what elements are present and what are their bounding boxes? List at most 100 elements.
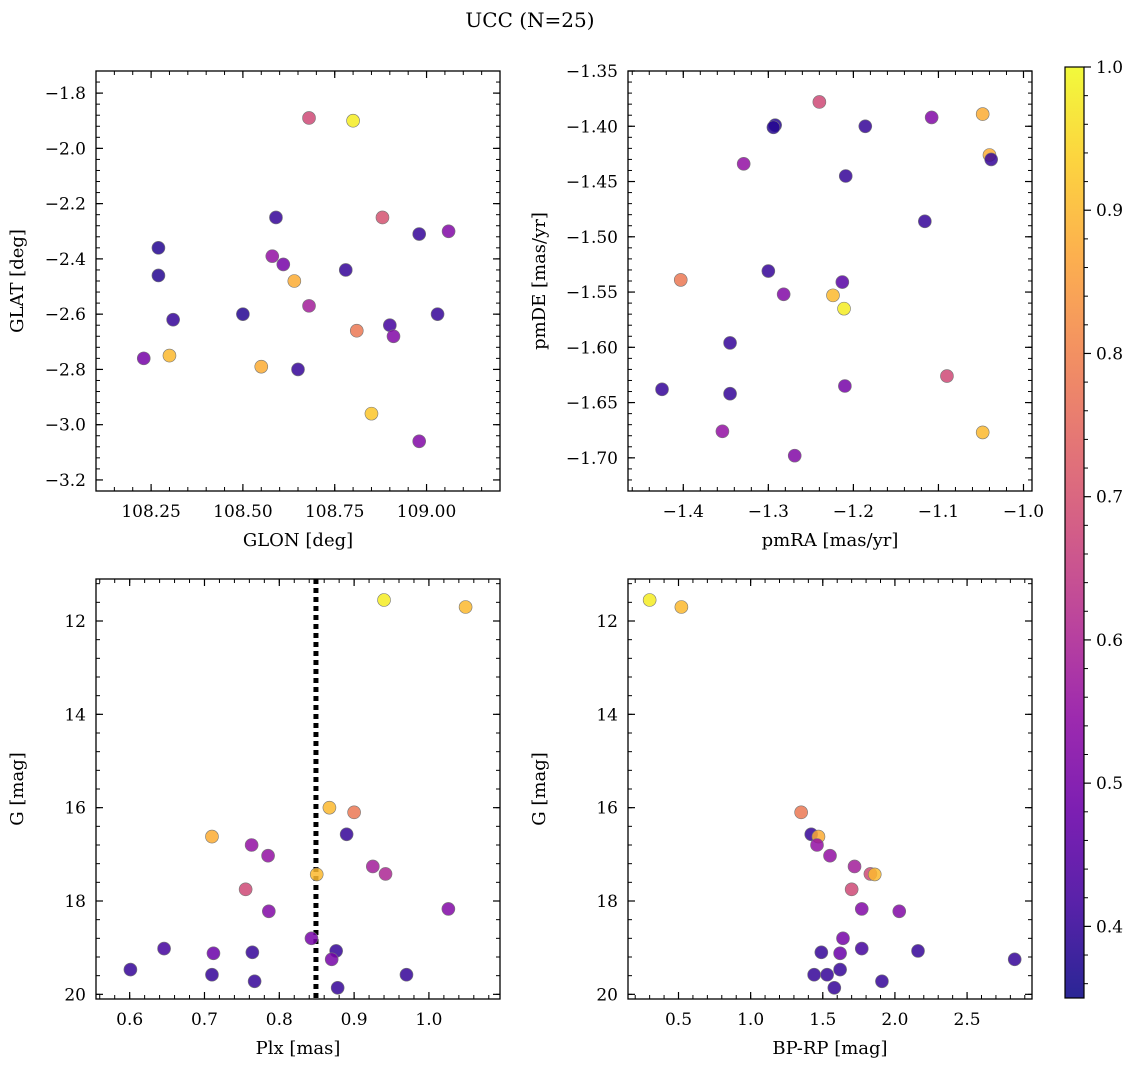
scatter-point [309,867,324,882]
scatter-point [324,952,339,967]
minor-ticks [628,71,1032,492]
scatter-point [386,329,401,344]
scatter-point [302,111,316,125]
x-tick-label: 1.0 [737,1010,764,1030]
scatter-point [151,241,166,255]
panels: 108.25 108.50 108.75 109.00 −1.8 −2.0 −2.2 −2.4… [7,62,1044,1059]
scatter-point [244,838,259,852]
panel-4: 0.5 1.0 1.5 2.0 2.5 12 14 16 18 20 BP-RP [mag] G [m… [529,578,1033,1059]
x-tick-label: 0.6 [116,1010,143,1030]
scatter-point [924,110,939,125]
scatter-point [157,941,171,956]
x-tick-label: 0.7 [191,1010,218,1030]
colorbar-tick-label: 1.0 [1096,58,1123,78]
y-tick-label: 18 [596,892,618,912]
colorbar: 0.4 0.5 0.6 0.7 0.8 0.9 1.0 [1064,58,1123,999]
scatter-point [302,299,316,313]
scatter-point [807,967,821,982]
x-tick-label: 1.5 [809,1010,836,1030]
scatter-point [794,805,808,820]
x-tick-label: −1.2 [833,502,874,522]
scatter-point [349,323,364,338]
scatter-point [761,264,776,278]
scatter-point [245,945,260,960]
scatter-point [854,941,869,956]
x-tick-label: 109.00 [397,502,456,522]
y-tick-label: −1.40 [566,117,618,137]
x-tick-label: −1.0 [1003,502,1044,522]
x-tick-label: 0.5 [665,1010,692,1030]
scatter-points [136,111,456,449]
y-axis-label: pmDE [mas/yr] [529,212,550,350]
scatter-point [673,273,688,287]
panel-1: 108.25 108.50 108.75 109.00 −1.8 −2.0 −2.2 −2.4… [7,70,501,551]
scatter-point [674,600,689,614]
y-tick-label: −2.6 [45,305,86,325]
scatter-point [642,593,657,607]
scatter-point [826,288,840,303]
scatter-point [123,962,138,977]
scatter-point [838,379,852,393]
scatter-point [287,274,302,288]
y-tick-label: −2.8 [45,360,86,380]
y-tick-label: −1.65 [566,394,618,414]
colorbar-tick-label: 0.6 [1096,631,1123,651]
scatter-points [655,95,998,463]
axes-frame [627,578,1033,1000]
scatter-point [330,980,345,995]
scatter-point [766,120,781,135]
y-tick-label: 12 [64,612,86,632]
y-tick-label: −1.35 [566,62,618,82]
scatter-point [984,152,998,167]
scatter-point [867,867,882,882]
y-tick-label: −2.0 [45,139,86,159]
colorbar-tick-label: 0.7 [1096,488,1123,508]
scatter-point [854,902,869,916]
scatter-point [346,113,360,128]
y-tick-label: −1.45 [566,173,618,193]
scatter-point [787,448,802,463]
scatter-point [458,600,473,614]
y-tick-label: −1.50 [566,228,618,248]
y-tick-label: −2.2 [45,195,86,215]
scatter-point [269,210,283,225]
scatter-point [430,307,445,321]
scatter-point [236,307,250,321]
scatter-points [642,593,1022,995]
x-tick-label: 2.0 [881,1010,908,1030]
scatter-point [412,434,427,449]
scatter-point [205,967,219,982]
y-tick-label: 16 [64,799,86,819]
scatter-point [838,169,853,183]
scatter-point [940,369,954,383]
scatter-point [151,268,166,283]
y-tick-label: −1.55 [566,283,618,303]
y-tick-label: 20 [596,985,618,1005]
scatter-point [291,362,305,377]
minor-ticks [628,579,1032,999]
colorbar-tick-label: 0.9 [1096,201,1123,221]
scatter-point [975,425,990,440]
x-tick-label: 108.75 [305,502,364,522]
scatter-point [814,945,829,960]
scatter-point [265,249,280,263]
y-tick-label: −3.0 [45,416,86,436]
scatter-point [835,275,850,289]
x-axis-label: BP-RP [mag] [772,1038,887,1059]
x-tick-label: 0.8 [266,1010,293,1030]
x-tick-label: 1.0 [415,1010,442,1030]
x-axis-label: GLON [deg] [243,530,353,551]
panel-3: 0.6 0.7 0.8 0.9 1.0 12 14 16 18 20 Plx [mas] G [mag… [7,578,501,1059]
scatter-point [399,967,414,982]
colorbar-gradient [1064,66,1085,999]
y-tick-label: 16 [596,799,618,819]
scatter-points [123,593,473,995]
scatter-point [812,95,827,109]
scatter-point [412,227,427,241]
scatter-point [441,902,456,916]
y-tick-label: 20 [64,985,86,1005]
x-tick-label: 108.50 [213,502,272,522]
scatter-point [655,382,669,397]
scatter-point [810,838,824,852]
scatter-point [339,827,354,842]
